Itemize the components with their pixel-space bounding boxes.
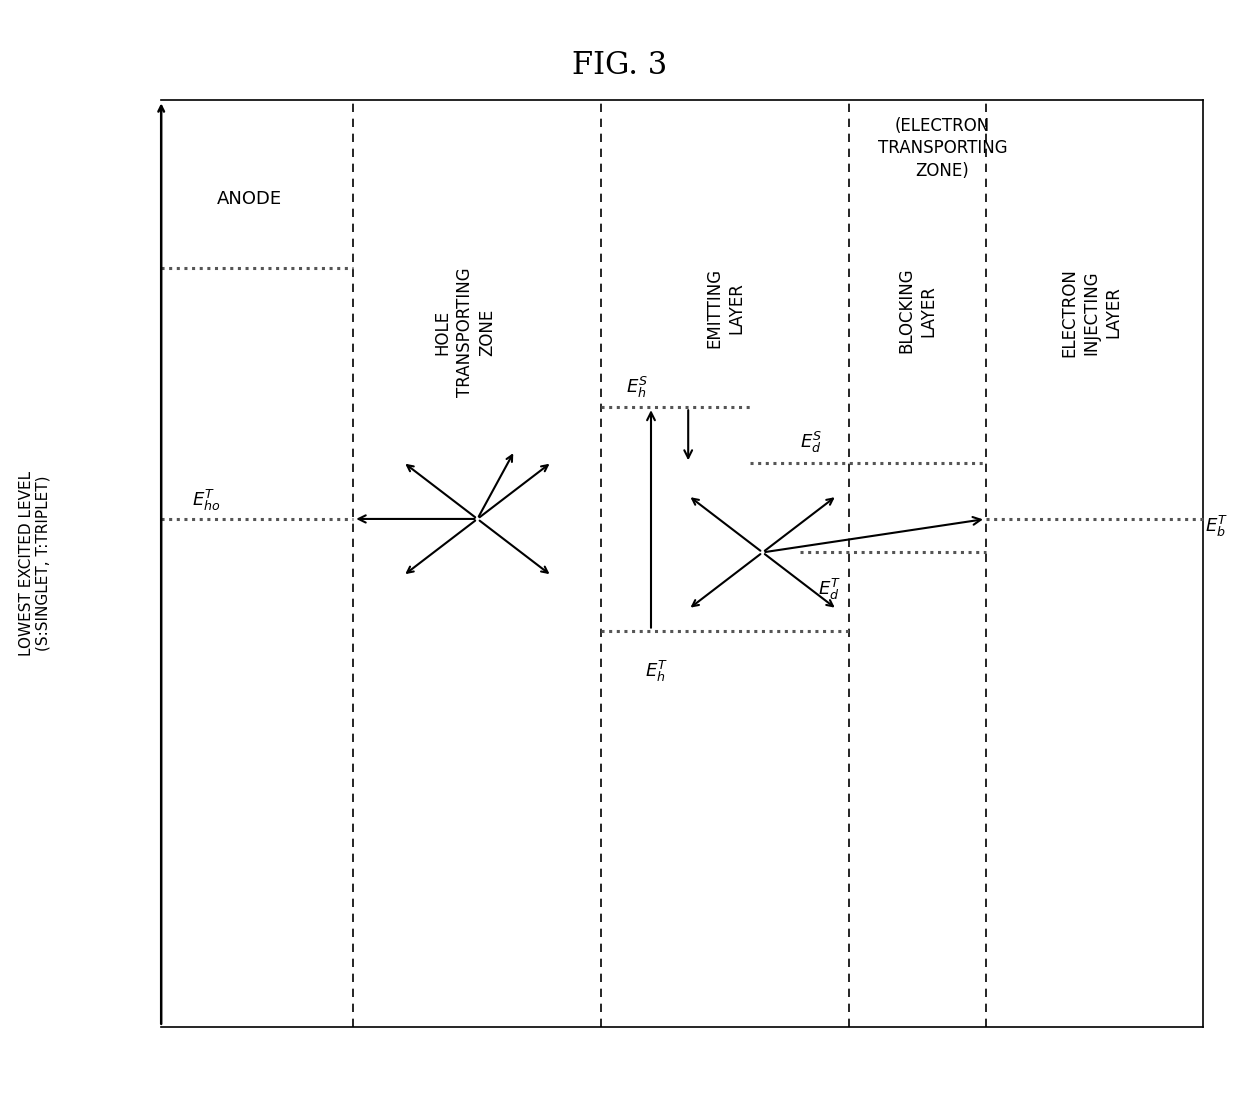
Text: $E^T_{h}$: $E^T_{h}$	[645, 658, 668, 684]
Text: ELECTRON
INJECTING
LAYER: ELECTRON INJECTING LAYER	[1060, 268, 1122, 357]
Text: $E^T_{d}$: $E^T_{d}$	[818, 577, 842, 603]
Text: $E^S_{h}$: $E^S_{h}$	[626, 374, 649, 400]
Text: HOLE
TRANSPORTING
ZONE: HOLE TRANSPORTING ZONE	[434, 268, 496, 397]
Text: $E^T_{ho}$: $E^T_{ho}$	[192, 488, 221, 513]
Text: LOWEST EXCITED LEVEL
(S:SINGLET, T:TRIPLET): LOWEST EXCITED LEVEL (S:SINGLET, T:TRIPL…	[19, 471, 51, 656]
Text: FIG. 3: FIG. 3	[573, 50, 667, 81]
Text: EMITTING
LAYER: EMITTING LAYER	[706, 268, 745, 348]
Text: $E^T_{b}$: $E^T_{b}$	[1205, 514, 1229, 539]
Text: BLOCKING
LAYER: BLOCKING LAYER	[898, 268, 937, 354]
Text: $E^S_{d}$: $E^S_{d}$	[800, 430, 822, 455]
Text: (ELECTRON
TRANSPORTING
ZONE): (ELECTRON TRANSPORTING ZONE)	[878, 117, 1007, 180]
Text: ANODE: ANODE	[217, 190, 283, 208]
